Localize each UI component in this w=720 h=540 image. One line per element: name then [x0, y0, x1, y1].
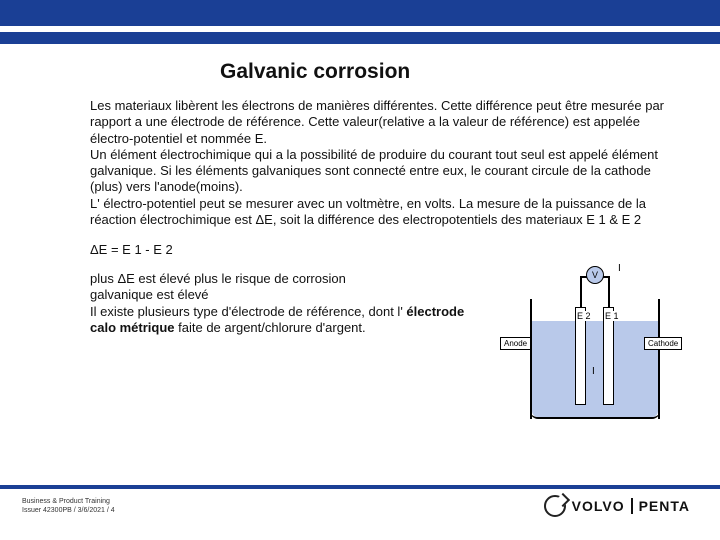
- electrolyte-fluid: [532, 321, 658, 417]
- logo-sub-text: PENTA: [639, 498, 690, 514]
- equation: ΔE = E 1 - E 2: [90, 242, 680, 257]
- slide-footer: Business & Product Training Issuer 42300…: [0, 485, 720, 540]
- body-paragraph: Les materiaux libèrent les électrons de …: [90, 98, 680, 228]
- header-bar-mid: [0, 32, 720, 44]
- header-bar-top: [0, 0, 720, 26]
- electrode-e1: [603, 307, 614, 405]
- electrode-e2: [575, 307, 586, 405]
- current-label-top: I: [618, 263, 621, 274]
- lower-paragraph: plus ΔE est élevé plus le risque de corr…: [90, 271, 490, 336]
- slide-content: Galvanic corrosion Les materiaux libèren…: [0, 50, 720, 485]
- current-label-bottom: I: [592, 366, 595, 377]
- electrode-label-e1: E 1: [604, 311, 620, 321]
- voltmeter-icon: V: [586, 266, 604, 284]
- anode-label: Anode: [500, 337, 531, 350]
- logo-brand-text: VOLVO: [572, 498, 625, 514]
- wire-right: [608, 277, 610, 308]
- brand-logo: VOLVO PENTA: [544, 495, 690, 522]
- footer-meta: Business & Product Training Issuer 42300…: [22, 497, 115, 515]
- volvo-iron-mark-icon: [544, 495, 566, 517]
- wire-left: [580, 277, 582, 308]
- electrode-label-e2: E 2: [576, 311, 592, 321]
- logo-separator: [631, 498, 633, 514]
- cathode-label: Cathode: [644, 337, 682, 350]
- footer-divider: [0, 485, 720, 489]
- galvanic-cell-diagram: I V E 2 E 1 Anode Cathode I: [500, 271, 680, 436]
- slide-title: Galvanic corrosion: [220, 60, 680, 84]
